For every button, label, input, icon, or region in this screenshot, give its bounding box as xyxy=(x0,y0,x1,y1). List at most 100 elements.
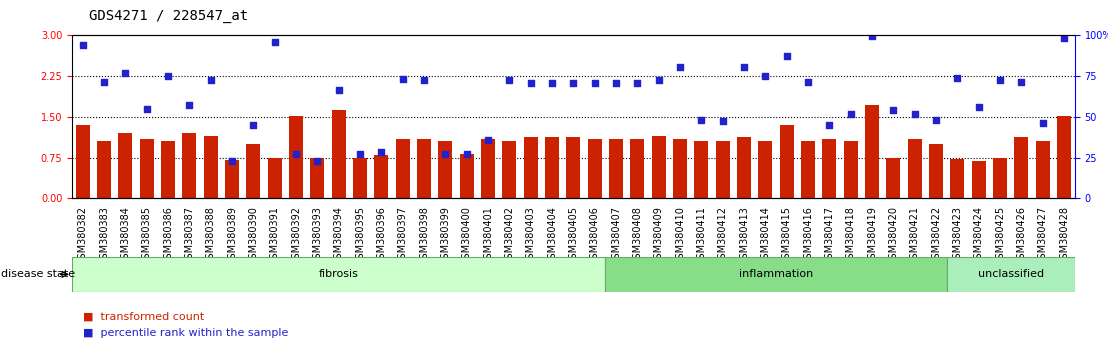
Bar xyxy=(951,159,964,198)
Bar xyxy=(225,160,239,198)
Point xyxy=(202,77,219,83)
Point xyxy=(181,102,198,108)
Bar xyxy=(844,141,858,198)
Bar xyxy=(75,125,90,198)
Bar xyxy=(716,141,730,198)
Point xyxy=(160,73,177,79)
Point xyxy=(992,77,1009,83)
Bar xyxy=(886,158,901,198)
Bar xyxy=(417,138,431,198)
Text: inflammation: inflammation xyxy=(739,269,813,279)
Bar xyxy=(289,116,302,198)
Bar xyxy=(72,257,605,292)
Bar xyxy=(1015,137,1028,198)
Point xyxy=(948,75,966,81)
Point xyxy=(223,159,240,164)
Point xyxy=(501,77,519,83)
Point xyxy=(1055,35,1073,41)
Bar xyxy=(695,141,708,198)
Text: GDS4271 / 228547_at: GDS4271 / 228547_at xyxy=(89,9,248,23)
Bar xyxy=(609,138,623,198)
Point xyxy=(116,70,134,76)
Text: ■  transformed count: ■ transformed count xyxy=(83,312,204,322)
Text: unclassified: unclassified xyxy=(977,269,1044,279)
Point xyxy=(650,77,668,83)
Bar xyxy=(759,141,772,198)
Bar xyxy=(930,144,943,198)
Bar xyxy=(396,138,410,198)
Bar xyxy=(524,137,537,198)
Bar xyxy=(375,155,388,198)
Point xyxy=(927,117,945,122)
Bar xyxy=(140,138,154,198)
Point xyxy=(74,42,92,48)
Bar xyxy=(587,138,602,198)
Point xyxy=(564,80,583,86)
Point xyxy=(330,87,348,92)
Point xyxy=(821,122,839,128)
Point xyxy=(736,64,753,70)
Bar xyxy=(566,137,581,198)
Point xyxy=(714,118,731,124)
Point xyxy=(884,108,902,113)
Bar xyxy=(161,141,175,198)
Point xyxy=(671,64,689,70)
Bar xyxy=(268,158,281,198)
Bar xyxy=(460,154,473,198)
Bar xyxy=(780,125,793,198)
Bar xyxy=(439,141,452,198)
Bar xyxy=(737,137,751,198)
Bar xyxy=(946,257,1075,292)
Point xyxy=(308,159,326,164)
Bar xyxy=(1057,116,1071,198)
Bar xyxy=(183,133,196,198)
Point xyxy=(287,151,305,156)
Point xyxy=(266,39,284,45)
Point xyxy=(586,80,604,86)
Bar xyxy=(481,138,495,198)
Point xyxy=(479,137,496,142)
Point xyxy=(863,34,881,39)
Point xyxy=(1013,79,1030,84)
Point xyxy=(543,80,561,86)
Point xyxy=(607,80,625,86)
Point xyxy=(522,80,540,86)
Point xyxy=(437,151,454,156)
Point xyxy=(628,80,646,86)
Point xyxy=(95,79,113,84)
Bar xyxy=(674,138,687,198)
Bar xyxy=(605,257,946,292)
Point xyxy=(692,117,710,122)
Point xyxy=(372,149,390,155)
Point xyxy=(799,79,817,84)
Bar xyxy=(119,133,132,198)
Bar xyxy=(822,138,837,198)
Bar xyxy=(310,158,325,198)
Bar xyxy=(353,158,367,198)
Bar xyxy=(865,105,879,198)
Point xyxy=(1034,120,1051,126)
Bar xyxy=(246,144,260,198)
Bar xyxy=(907,138,922,198)
Text: ■  percentile rank within the sample: ■ percentile rank within the sample xyxy=(83,328,288,338)
Point xyxy=(757,73,774,79)
Point xyxy=(842,111,860,117)
Point xyxy=(906,111,924,117)
Bar xyxy=(993,158,1007,198)
Bar xyxy=(1036,141,1049,198)
Bar xyxy=(545,137,560,198)
Text: fibrosis: fibrosis xyxy=(319,269,359,279)
Point xyxy=(393,76,411,82)
Bar xyxy=(801,141,815,198)
Bar xyxy=(204,136,217,198)
Point xyxy=(778,53,796,59)
Bar xyxy=(652,136,666,198)
Point xyxy=(458,151,475,156)
Bar xyxy=(331,110,346,198)
Bar xyxy=(630,138,645,198)
Point xyxy=(416,77,433,83)
Point xyxy=(137,106,155,112)
Text: disease state: disease state xyxy=(1,269,75,279)
Bar xyxy=(98,141,111,198)
Point xyxy=(245,122,263,128)
